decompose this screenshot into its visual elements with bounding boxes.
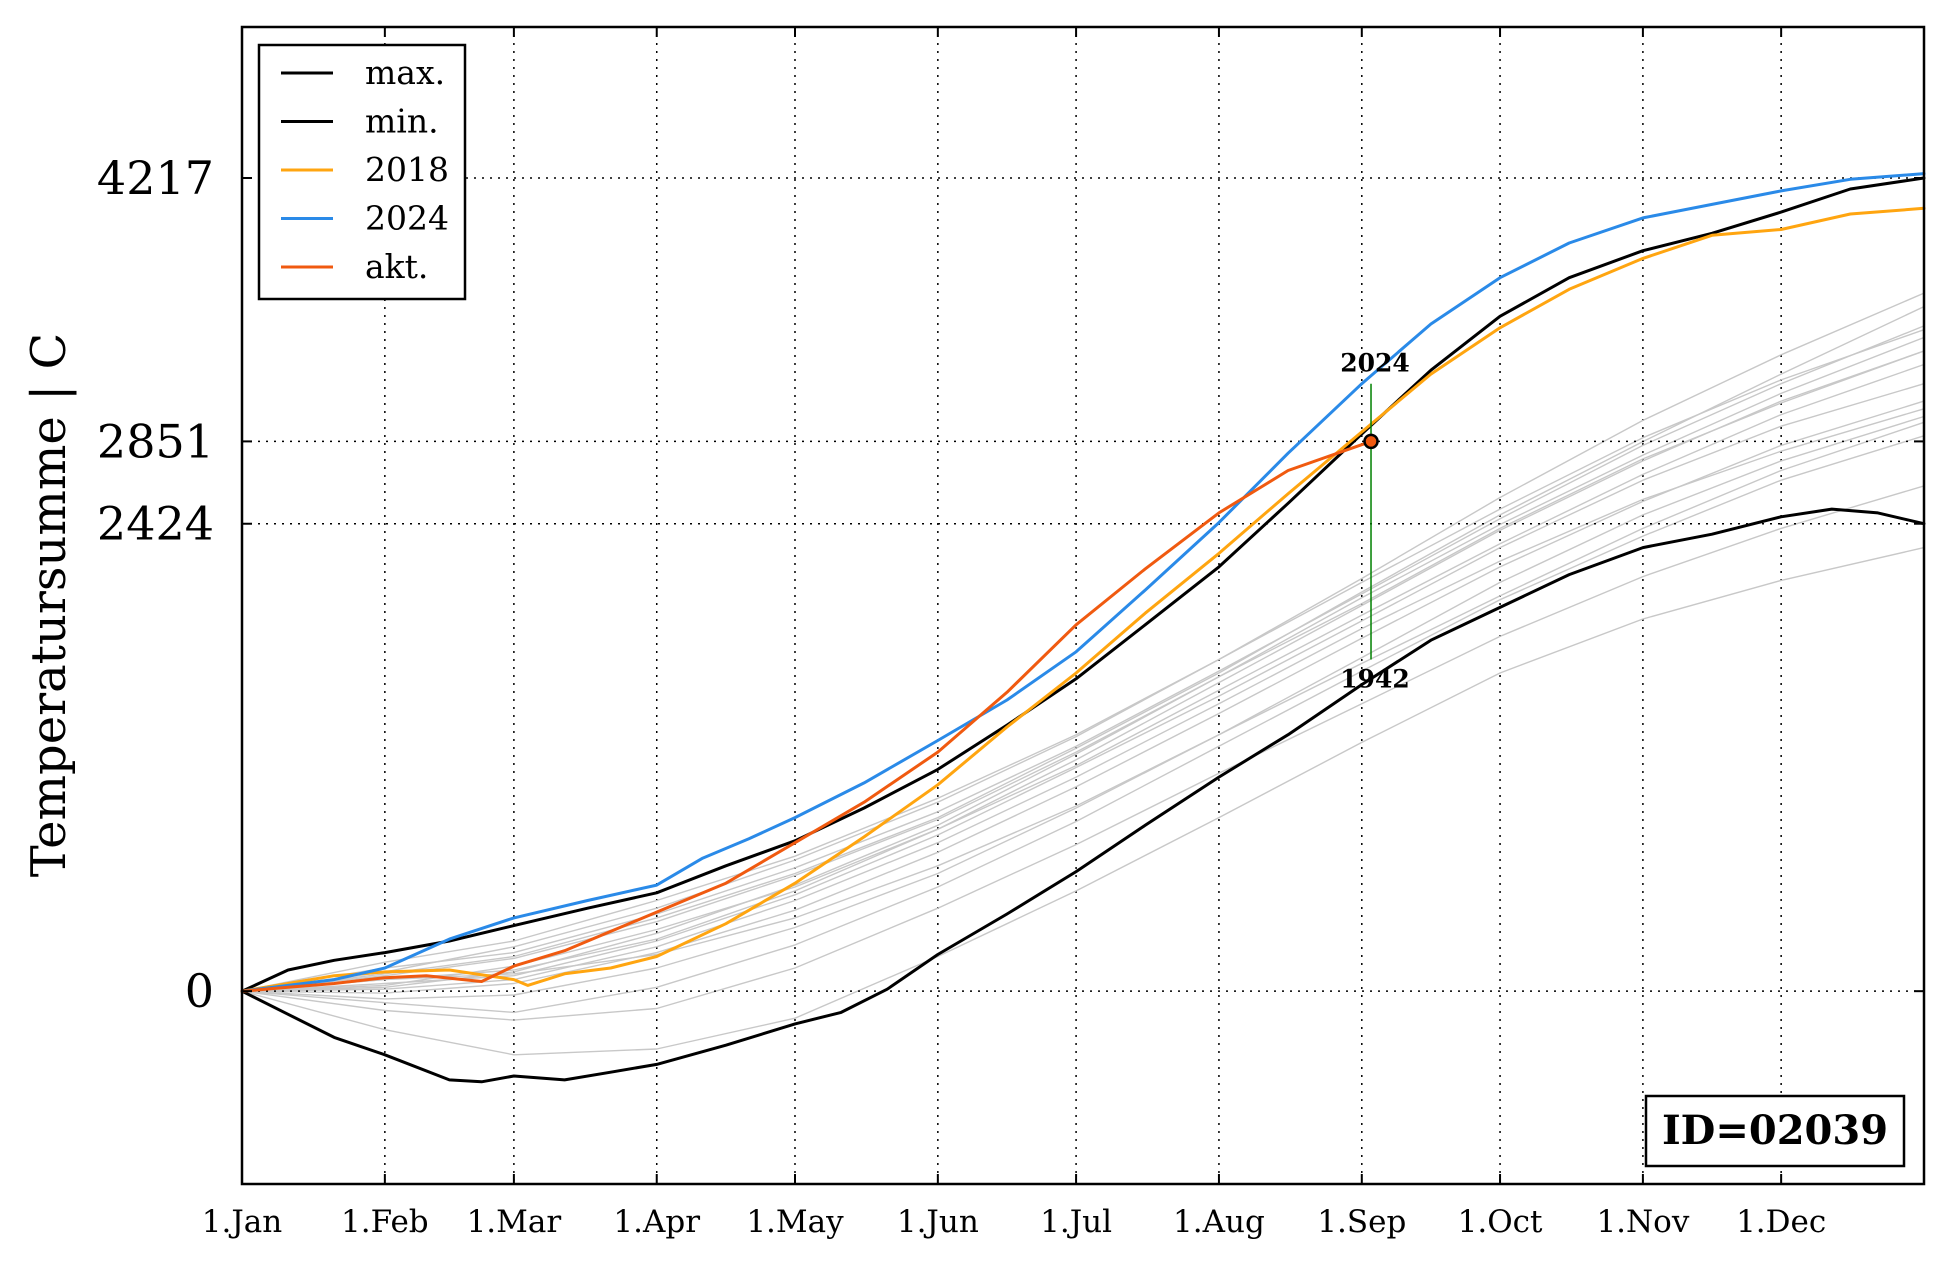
background-series-12 bbox=[241, 305, 1925, 992]
plot-frame bbox=[240, 25, 1926, 1186]
series-line-min-1 bbox=[240, 507, 1926, 1084]
series-line-max-0 bbox=[240, 176, 1926, 993]
background-series-10 bbox=[241, 325, 1925, 992]
background-series-2 bbox=[241, 546, 1925, 1056]
series-line-2024-3 bbox=[240, 172, 1926, 993]
series-line-akt-4 bbox=[240, 439, 1373, 993]
x-tick-label-1: 1.Feb bbox=[341, 1204, 429, 1240]
x-tick-label-8: 1.Sep bbox=[1317, 1204, 1406, 1240]
background-series-14 bbox=[241, 292, 1925, 992]
legend-label-4: akt. bbox=[365, 247, 428, 286]
x-tick-label-9: 1.Oct bbox=[1458, 1204, 1543, 1240]
annotation-label-0: 2024 bbox=[1340, 349, 1410, 378]
grid-layer bbox=[384, 27, 1782, 1184]
background-series-7 bbox=[241, 408, 1925, 992]
annotation-layer: 2024 1942 bbox=[1340, 349, 1410, 694]
y-tick-label-1: 2424 bbox=[97, 497, 214, 551]
id-box: ID=02039 bbox=[1644, 1094, 1906, 1168]
background-series-8 bbox=[241, 350, 1925, 992]
x-tick-label-11: 1.Dec bbox=[1736, 1204, 1826, 1240]
background-series-3 bbox=[241, 363, 1925, 992]
x-tick-label-3: 1.Apr bbox=[613, 1204, 700, 1240]
legend-label-0: max. bbox=[365, 53, 445, 92]
legend-frame bbox=[257, 43, 467, 301]
legend: max. min. 2018 2024 akt. bbox=[257, 43, 467, 301]
id-box-label: ID=02039 bbox=[1662, 1107, 1888, 1154]
background-series-9 bbox=[241, 435, 1925, 1014]
y-tick-label-2: 2851 bbox=[97, 414, 214, 468]
background-series-5 bbox=[241, 415, 1925, 1000]
series-layer bbox=[240, 172, 1926, 1084]
x-tick-label-6: 1.Jul bbox=[1040, 1204, 1112, 1240]
x-tick-label-10: 1.Nov bbox=[1596, 1204, 1689, 1240]
background-series-15 bbox=[241, 336, 1925, 992]
legend-label-3: 2024 bbox=[365, 199, 449, 238]
x-tick-label-7: 1.Aug bbox=[1173, 1204, 1265, 1240]
background-series-6 bbox=[241, 329, 1925, 992]
y-tick-label-0: 0 bbox=[185, 964, 214, 1018]
background-series-0 bbox=[241, 421, 1925, 992]
legend-label-1: min. bbox=[365, 102, 439, 141]
x-tick-label-4: 1.May bbox=[746, 1204, 844, 1240]
ticks-layer: 1.Jan 1.Feb 1.Mar 1.Apr 1.May 1.Jun 1.Jul 1.Aug… bbox=[97, 27, 1924, 1240]
y-axis-label: Temperatursumme | C bbox=[21, 333, 77, 877]
current-value-marker bbox=[1363, 433, 1379, 450]
reference-lines-layer bbox=[242, 177, 1924, 992]
series-line-2018-2 bbox=[240, 206, 1926, 993]
background-series-11 bbox=[241, 383, 1925, 992]
y-tick-label-3: 4217 bbox=[97, 151, 214, 205]
x-tick-label-2: 1.Mar bbox=[467, 1204, 562, 1240]
legend-label-2: 2018 bbox=[365, 150, 449, 189]
background-series-13 bbox=[241, 400, 1925, 994]
background-series-1 bbox=[241, 485, 1925, 1021]
background-series-4 bbox=[241, 350, 1925, 992]
x-tick-label-5: 1.Jun bbox=[897, 1204, 979, 1240]
annotation-label-1: 1942 bbox=[1340, 664, 1410, 693]
x-tick-label-0: 1.Jan bbox=[202, 1204, 282, 1240]
id-box-frame bbox=[1644, 1094, 1906, 1168]
